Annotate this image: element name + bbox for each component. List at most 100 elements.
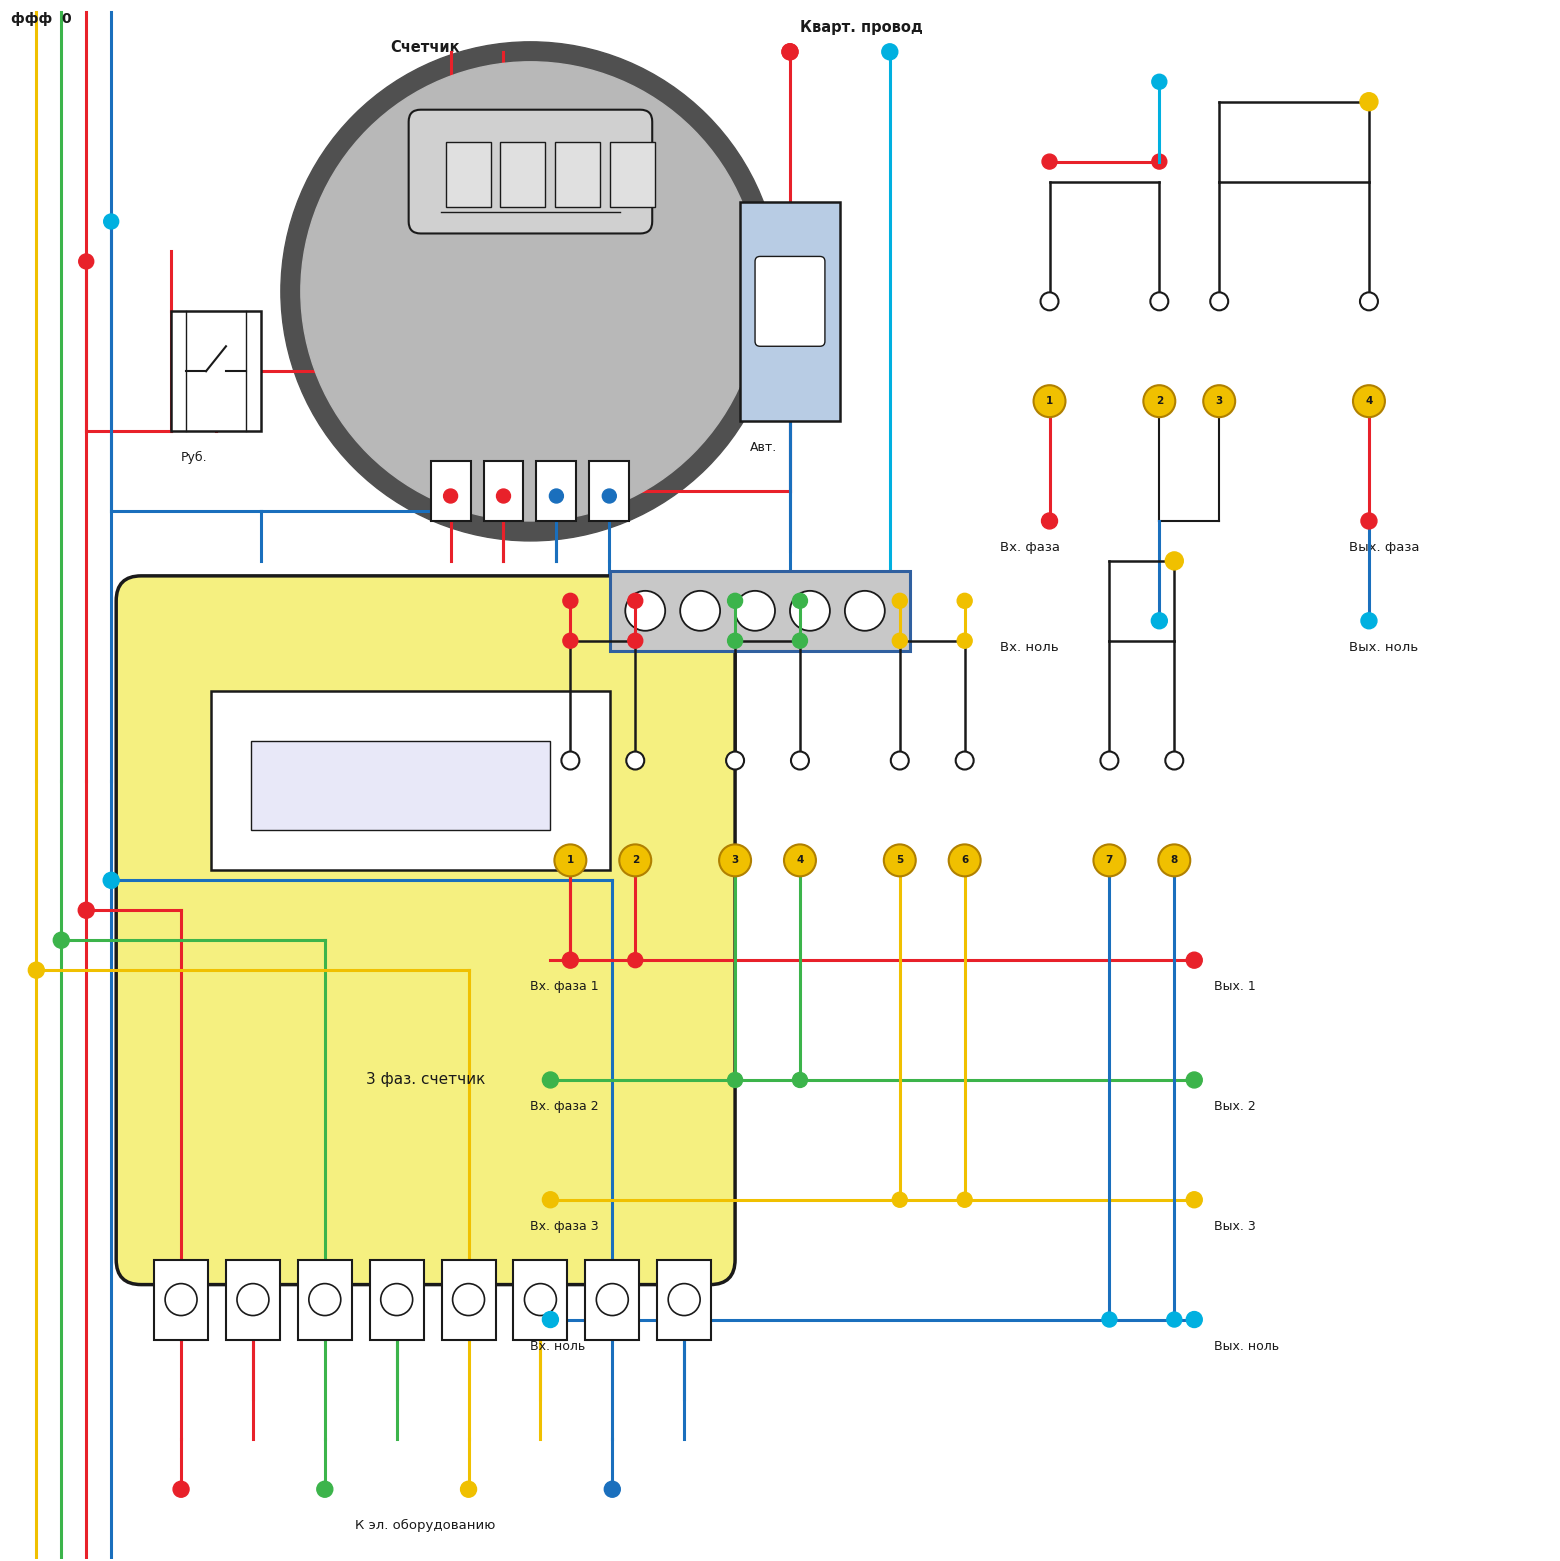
FancyBboxPatch shape	[441, 1260, 496, 1339]
Circle shape	[958, 1193, 972, 1207]
Circle shape	[524, 1283, 557, 1316]
FancyBboxPatch shape	[755, 256, 825, 347]
FancyBboxPatch shape	[226, 1260, 279, 1339]
FancyBboxPatch shape	[657, 1260, 711, 1339]
Circle shape	[602, 489, 616, 503]
Text: Вых. 3: Вых. 3	[1214, 1219, 1256, 1233]
Text: 2: 2	[632, 855, 640, 865]
Circle shape	[792, 634, 808, 648]
FancyBboxPatch shape	[739, 201, 839, 421]
Text: К эл. оборудованию: К эл. оборудованию	[356, 1519, 496, 1533]
Text: 5: 5	[895, 855, 903, 865]
Circle shape	[1151, 155, 1167, 169]
Circle shape	[627, 634, 643, 648]
Circle shape	[1360, 514, 1377, 529]
Circle shape	[892, 1193, 908, 1207]
Circle shape	[627, 952, 643, 968]
Circle shape	[948, 845, 981, 876]
Text: 4: 4	[796, 855, 803, 865]
Circle shape	[1186, 1072, 1203, 1088]
Text: Вых. 1: Вых. 1	[1214, 980, 1256, 993]
Text: Вых. фаза: Вых. фаза	[1349, 542, 1420, 554]
Text: 3: 3	[732, 855, 739, 865]
Circle shape	[103, 214, 119, 229]
Circle shape	[1360, 92, 1377, 111]
Circle shape	[892, 593, 908, 609]
Text: Вх. ноль: Вх. ноль	[1000, 640, 1058, 654]
Circle shape	[1100, 751, 1119, 770]
Text: 7: 7	[1106, 855, 1114, 865]
Text: 1: 1	[566, 855, 574, 865]
Circle shape	[1042, 155, 1058, 169]
FancyBboxPatch shape	[172, 311, 261, 431]
Circle shape	[1151, 75, 1167, 89]
Text: 8: 8	[1170, 855, 1178, 865]
Circle shape	[28, 962, 44, 979]
Text: 3 фаз. счетчик: 3 фаз. счетчик	[367, 1072, 485, 1088]
Circle shape	[452, 1283, 485, 1316]
Circle shape	[1042, 514, 1058, 529]
Circle shape	[782, 44, 799, 59]
Circle shape	[958, 634, 972, 648]
Circle shape	[563, 593, 577, 609]
Circle shape	[846, 590, 885, 631]
Text: 4: 4	[1365, 396, 1373, 406]
Circle shape	[1186, 1191, 1203, 1208]
Text: Вх. фаза 1: Вх. фаза 1	[530, 980, 599, 993]
Circle shape	[891, 751, 909, 770]
Circle shape	[881, 44, 899, 59]
Circle shape	[1360, 292, 1377, 311]
Text: Кварт. провод: Кварт. провод	[800, 20, 924, 34]
FancyBboxPatch shape	[370, 1260, 424, 1339]
FancyBboxPatch shape	[251, 740, 551, 830]
Circle shape	[381, 1283, 413, 1316]
Text: ффф  0: ффф 0	[11, 12, 72, 27]
Circle shape	[543, 1191, 558, 1208]
Circle shape	[956, 751, 973, 770]
FancyBboxPatch shape	[298, 1260, 351, 1339]
FancyBboxPatch shape	[409, 109, 652, 234]
Text: 3: 3	[1215, 396, 1223, 406]
Circle shape	[443, 489, 457, 503]
Circle shape	[1150, 292, 1168, 311]
Text: 2: 2	[1156, 396, 1162, 406]
Circle shape	[791, 751, 810, 770]
Text: Вх. фаза 2: Вх. фаза 2	[530, 1101, 599, 1113]
Circle shape	[782, 44, 799, 59]
Circle shape	[543, 1311, 558, 1327]
Text: Вых. ноль: Вых. ноль	[1349, 640, 1418, 654]
Text: Руб.: Руб.	[181, 451, 207, 464]
FancyBboxPatch shape	[431, 460, 471, 521]
FancyBboxPatch shape	[484, 460, 524, 521]
Circle shape	[460, 1481, 476, 1497]
Circle shape	[549, 489, 563, 503]
Circle shape	[78, 254, 94, 268]
Circle shape	[604, 1481, 621, 1497]
FancyBboxPatch shape	[585, 1260, 640, 1339]
FancyBboxPatch shape	[115, 576, 735, 1285]
FancyBboxPatch shape	[537, 460, 576, 521]
FancyBboxPatch shape	[590, 460, 629, 521]
Text: Вх. фаза 3: Вх. фаза 3	[530, 1219, 599, 1233]
Circle shape	[627, 593, 643, 609]
Circle shape	[789, 590, 830, 631]
Circle shape	[1094, 845, 1125, 876]
Circle shape	[1165, 751, 1184, 770]
Circle shape	[301, 62, 760, 521]
Circle shape	[53, 932, 69, 948]
Circle shape	[1186, 1311, 1203, 1327]
Circle shape	[1143, 386, 1175, 417]
Text: Вх. ноль: Вх. ноль	[530, 1339, 585, 1352]
Circle shape	[1186, 952, 1203, 968]
Circle shape	[725, 751, 744, 770]
Text: Клеммник: Клеммник	[640, 665, 708, 679]
Circle shape	[626, 751, 644, 770]
Circle shape	[281, 42, 780, 542]
Circle shape	[619, 845, 651, 876]
Circle shape	[1353, 386, 1385, 417]
Circle shape	[626, 590, 665, 631]
FancyBboxPatch shape	[501, 142, 546, 206]
Circle shape	[792, 593, 808, 609]
Circle shape	[727, 593, 743, 609]
Circle shape	[1360, 613, 1377, 629]
